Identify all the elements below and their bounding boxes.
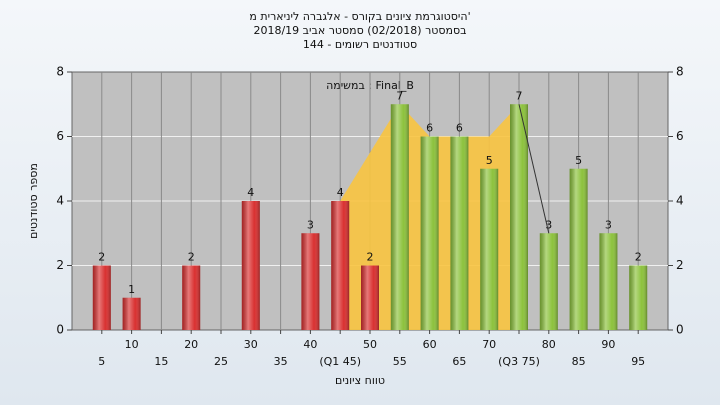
chart-subtitle: סטודנטים רשומים - 144 [303, 38, 417, 51]
x-tick-label: 95 [631, 355, 645, 368]
data-label: 4 [337, 186, 344, 199]
y2-tick-label: 2 [676, 258, 684, 272]
data-label: 6 [456, 122, 463, 135]
bar-shine [569, 168, 588, 330]
x-tick-label: 20 [184, 338, 198, 351]
data-label: 3 [545, 218, 552, 231]
y-tick-label: 4 [56, 194, 64, 208]
bar-shine [122, 297, 141, 330]
x-tick-label: 85 [572, 355, 586, 368]
x-tick-label: 90 [601, 338, 615, 351]
x-tick-label: 5 [98, 355, 105, 368]
y2-tick-label: 0 [676, 323, 684, 337]
data-label: 3 [307, 218, 314, 231]
y-tick-label: 2 [56, 258, 64, 272]
bar-shine [241, 201, 260, 330]
x-tick-label: 25 [214, 355, 228, 368]
bar-shine [92, 265, 111, 330]
x-tick-label: 10 [125, 338, 139, 351]
x-tick-label: 30 [244, 338, 258, 351]
x-axis-label: טווח ציונים [335, 374, 385, 387]
x-tick-label: 65 [452, 355, 466, 368]
y2-tick-label: 4 [676, 194, 684, 208]
y-tick-label: 0 [56, 323, 64, 337]
x-tick-label: (Q3 75) [498, 355, 540, 368]
x-tick-label: (Q1 45) [319, 355, 361, 368]
bar-shine [420, 136, 439, 330]
x-tick-label: 80 [542, 338, 556, 351]
bar-shine [510, 104, 528, 330]
bar-shine [599, 233, 618, 330]
x-tick-label: 50 [363, 338, 377, 351]
x-tick-label: 15 [154, 355, 168, 368]
bar-shine [301, 233, 320, 330]
bar-shine [331, 201, 350, 330]
data-label: 1 [128, 283, 135, 296]
chart-title: היסטוגרמת ציונים בקורס - אלגברה ליניארית… [249, 10, 470, 23]
bar-shine [539, 233, 558, 330]
data-label: 6 [426, 122, 433, 135]
y-tick-label: 8 [56, 65, 64, 79]
data-label: 4 [247, 186, 254, 199]
x-tick-label: 55 [393, 355, 407, 368]
y2-tick-label: 8 [676, 65, 684, 79]
bar-shine [390, 104, 409, 330]
data-label: 5 [575, 154, 582, 167]
x-tick-label: 60 [423, 338, 437, 351]
data-label: 7 [396, 89, 403, 102]
chart-subtitle: בסמסטר (02/2018) סמסטר אביב 2018/19 [253, 24, 466, 37]
data-label: 5 [486, 154, 493, 167]
data-label: 2 [635, 251, 642, 264]
bar-shine [361, 265, 379, 330]
data-label: 2 [188, 251, 195, 264]
y2-tick-label: 6 [676, 129, 684, 143]
quartile-line [518, 104, 550, 234]
bar-shine [629, 265, 648, 330]
y-axis-label: מספר סטודנטים [27, 163, 40, 239]
x-tick-label: 35 [274, 355, 288, 368]
x-tick-label: 40 [303, 338, 317, 351]
y-tick-label: 6 [56, 129, 64, 143]
bar-shine [182, 265, 201, 330]
data-label: 3 [605, 218, 612, 231]
bar-shine [450, 136, 469, 330]
data-label: 2 [98, 251, 105, 264]
x-tick-label: 70 [482, 338, 496, 351]
bar-shine [480, 168, 499, 330]
data-label: 7 [516, 89, 523, 102]
data-label: 2 [367, 251, 374, 264]
